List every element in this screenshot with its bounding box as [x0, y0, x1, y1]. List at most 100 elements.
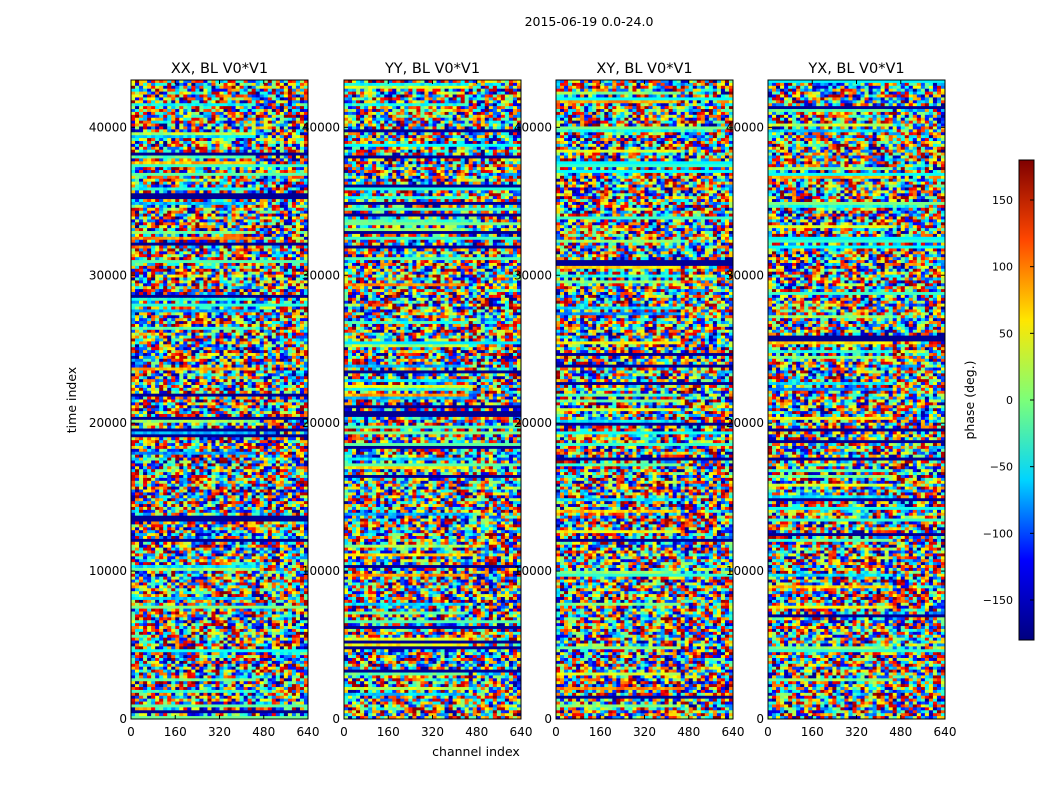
heatmap-cell [263, 370, 269, 374]
heatmap-cell [251, 297, 257, 302]
heatmap-cell [231, 181, 236, 185]
heatmap-cell [151, 233, 156, 238]
heatmap-cell [283, 373, 289, 377]
heatmap-cell [215, 387, 220, 392]
heatmap-cell [219, 187, 224, 191]
heatmap-cell [171, 274, 176, 278]
heatmap-cell [227, 387, 232, 392]
heatmap-cell [203, 280, 208, 284]
heatmap-cell [267, 135, 273, 139]
heatmap-cell [235, 167, 241, 171]
heatmap-cell [135, 146, 140, 151]
heatmap-cell [131, 254, 136, 258]
heatmap-cell [299, 140, 305, 145]
heatmap-cell [207, 216, 212, 220]
heatmap-cell [143, 126, 148, 130]
heatmap-cell [143, 85, 148, 90]
heatmap-cell [295, 358, 301, 363]
heatmap-cell [191, 213, 196, 217]
heatmap-cell [303, 80, 309, 84]
heatmap-cell [247, 408, 253, 412]
heatmap-cell [179, 213, 184, 217]
heatmap-cell [183, 228, 188, 232]
heatmap-cell [303, 387, 309, 392]
heatmap-cell [255, 111, 261, 116]
heatmap-cell [191, 245, 196, 249]
heatmap-cell [199, 245, 204, 249]
heatmap-cell [275, 286, 281, 290]
heatmap-cell [267, 175, 273, 180]
heatmap-cell [135, 207, 140, 212]
heatmap-cell [259, 228, 265, 232]
heatmap-cell [303, 117, 309, 122]
heatmap-cell [211, 437, 216, 441]
heatmap-cell [207, 297, 212, 302]
heatmap-cell [271, 120, 277, 124]
heatmap-cell [219, 358, 224, 363]
heatmap-cell [295, 245, 301, 249]
heatmap-cell [271, 419, 277, 424]
heatmap-cell [139, 289, 144, 293]
heatmap-cell [299, 201, 305, 206]
heatmap-cell [219, 405, 224, 409]
heatmap-cell [183, 233, 188, 238]
heatmap-cell [275, 431, 281, 435]
heatmap-cell [211, 111, 216, 116]
heatmap-cell [171, 178, 176, 183]
heatmap-cell [183, 207, 188, 212]
heatmap-cell [227, 199, 232, 203]
heatmap-cell [267, 414, 273, 418]
heatmap-cell [255, 396, 261, 400]
heatmap-cell [275, 213, 281, 217]
heatmap-cell [147, 199, 152, 203]
heatmap-cell [287, 248, 293, 252]
heatmap-cell [279, 167, 285, 171]
heatmap-cell [291, 277, 297, 281]
heatmap-cell [227, 132, 232, 136]
heatmap-cell [167, 329, 172, 334]
heatmap-cell [223, 178, 228, 183]
heatmap-cell [295, 103, 301, 107]
heatmap-cell [199, 382, 204, 386]
heatmap-cell [203, 88, 208, 93]
heatmap-cell [243, 277, 249, 281]
heatmap-cell [247, 80, 253, 84]
heatmap-cell [143, 292, 148, 296]
heatmap-cell [231, 382, 236, 386]
heatmap-cell [223, 292, 228, 296]
heatmap-cell [155, 384, 160, 389]
heatmap-cell [255, 158, 261, 162]
heatmap-cell [243, 114, 249, 119]
heatmap-cell [207, 181, 212, 185]
heatmap-cell [239, 210, 245, 215]
heatmap-cell [135, 405, 140, 409]
heatmap-cell [131, 164, 308, 168]
heatmap-cell [135, 210, 140, 215]
heatmap-cell [299, 437, 305, 441]
heatmap-cell [163, 85, 168, 90]
heatmap-cell [135, 88, 140, 93]
heatmap-cell [267, 358, 273, 363]
heatmap-cell [223, 213, 228, 217]
heatmap-cell [131, 271, 136, 276]
heatmap-cell [279, 143, 285, 148]
heatmap-cell [179, 262, 184, 267]
heatmap-cell [171, 190, 176, 194]
heatmap-cell [287, 399, 293, 403]
heatmap-cell [287, 289, 293, 293]
heatmap-cell [155, 419, 160, 424]
heatmap-cell [159, 129, 164, 133]
heatmap-cell [267, 187, 273, 191]
heatmap-cell [207, 350, 212, 354]
heatmap-cell [243, 425, 249, 429]
heatmap-cell [135, 80, 140, 84]
heatmap-cell [155, 222, 160, 226]
heatmap-cell [219, 123, 224, 127]
heatmap-cell [135, 143, 140, 148]
heatmap-cell [159, 411, 164, 415]
heatmap-cell [131, 437, 136, 441]
heatmap-cell [247, 376, 253, 380]
heatmap-cell [247, 146, 253, 151]
heatmap-cell [247, 347, 253, 351]
heatmap-cell [271, 254, 277, 258]
